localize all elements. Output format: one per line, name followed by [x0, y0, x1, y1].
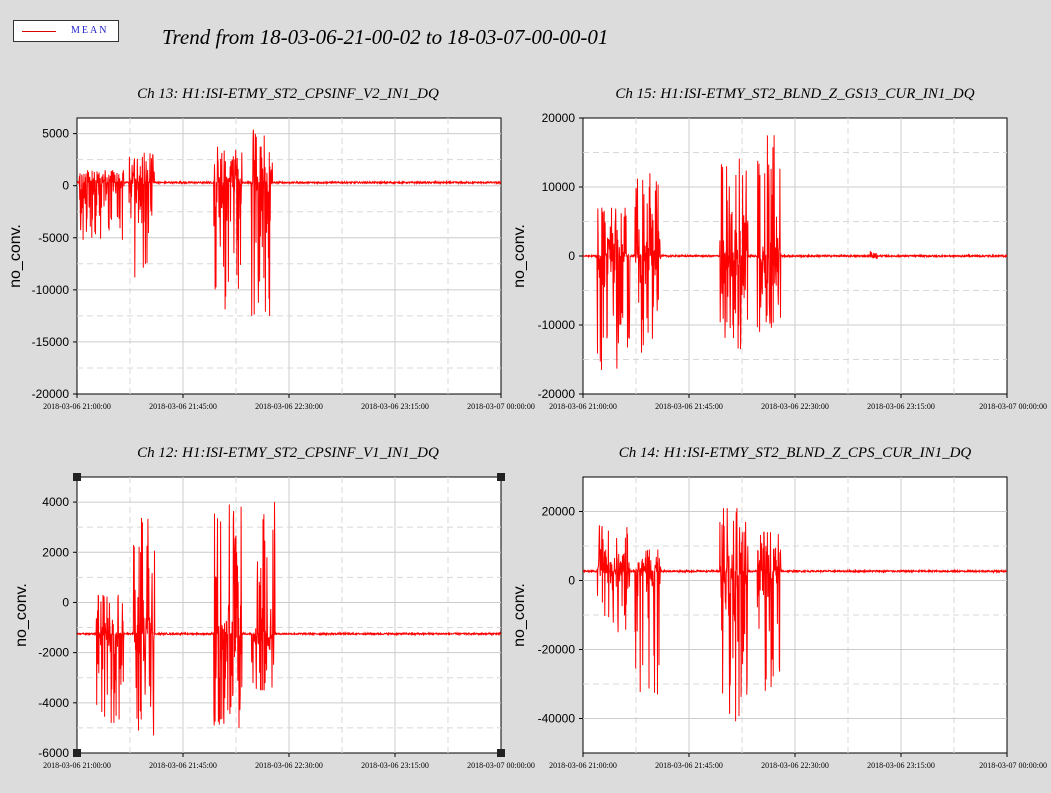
legend-box: MEAN [13, 20, 119, 42]
legend-swatch [22, 31, 56, 32]
y-tick-label: -6000 [38, 746, 69, 760]
chart-title: Ch 14: H1:ISI-ETMY_ST2_BLND_Z_CPS_CUR_IN… [619, 445, 972, 461]
x-tick-label: 2018-03-06 21:45:00 [149, 761, 217, 770]
series-line-mean [77, 129, 501, 316]
selection-handle [497, 473, 505, 481]
y-axis-label: no_conv. [511, 224, 528, 288]
x-tick-label: 2018-03-06 21:00:00 [43, 402, 111, 411]
x-tick-label: 2018-03-06 22:30:00 [761, 402, 829, 411]
series-line-mean [583, 135, 1007, 370]
x-tick-label: 2018-03-06 22:30:00 [255, 402, 323, 411]
series-line-mean [77, 502, 501, 736]
chart-title: Ch 13: H1:ISI-ETMY_ST2_CPSINF_V2_IN1_DQ [137, 86, 439, 102]
y-tick-label: -10000 [538, 318, 576, 332]
y-tick-label: 10000 [542, 180, 576, 194]
y-tick-label: 20000 [542, 111, 576, 125]
x-tick-label: 2018-03-06 21:00:00 [549, 402, 617, 411]
x-tick-label: 2018-03-07 00:00:00 [467, 761, 535, 770]
selection-handle [73, 749, 81, 757]
x-tick-label: 2018-03-06 22:30:00 [255, 761, 323, 770]
x-tick-label: 2018-03-06 21:45:00 [149, 402, 217, 411]
chart-title: Ch 12: H1:ISI-ETMY_ST2_CPSINF_V1_IN1_DQ [137, 445, 439, 461]
x-tick-label: 2018-03-06 21:45:00 [655, 761, 723, 770]
y-tick-label: -5000 [38, 231, 69, 245]
x-tick-label: 2018-03-06 22:30:00 [761, 761, 829, 770]
y-tick-label: -40000 [538, 712, 576, 726]
series-line-mean [583, 508, 1007, 722]
y-tick-label: -15000 [32, 335, 70, 349]
y-axis-label: no_conv. [7, 224, 24, 288]
x-tick-label: 2018-03-06 23:15:00 [867, 402, 935, 411]
y-tick-label: -4000 [38, 696, 69, 710]
y-tick-label: 20000 [542, 505, 576, 519]
x-tick-label: 2018-03-06 23:15:00 [867, 761, 935, 770]
x-tick-label: 2018-03-06 21:00:00 [43, 761, 111, 770]
y-tick-label: 0 [568, 249, 575, 263]
x-tick-label: 2018-03-07 00:00:00 [467, 402, 535, 411]
y-tick-label: -10000 [32, 283, 70, 297]
y-axis-label: no_conv. [511, 583, 528, 647]
selection-handle [497, 749, 505, 757]
x-tick-label: 2018-03-06 21:00:00 [549, 761, 617, 770]
y-tick-label: 4000 [42, 495, 69, 509]
y-tick-label: 2000 [42, 545, 69, 559]
y-tick-label: 5000 [42, 127, 69, 141]
y-tick-label: -2000 [38, 646, 69, 660]
chart-panel-4: 20000 0 -20000 -40000 2018-03-06 21:00:00 201… [511, 445, 1047, 770]
x-tick-label: 2018-03-06 23:15:00 [361, 761, 429, 770]
y-tick-label: -20000 [538, 387, 576, 401]
legend-label: MEAN [71, 25, 109, 36]
y-tick-label: 0 [62, 595, 69, 609]
selection-handle [73, 473, 81, 481]
y-axis-label: no_conv. [13, 583, 30, 647]
x-tick-label: 2018-03-07 00:00:00 [979, 761, 1047, 770]
page-title: Trend from 18-03-06-21-00-02 to 18-03-07… [162, 25, 609, 49]
x-tick-label: 2018-03-06 23:15:00 [361, 402, 429, 411]
y-tick-label: -20000 [538, 643, 576, 657]
chart-title: Ch 15: H1:ISI-ETMY_ST2_BLND_Z_GS13_CUR_I… [615, 86, 974, 102]
x-tick-label: 2018-03-07 00:00:00 [979, 402, 1047, 411]
y-tick-label: 0 [568, 574, 575, 588]
x-tick-label: 2018-03-06 21:45:00 [655, 402, 723, 411]
y-tick-label: -20000 [32, 387, 70, 401]
y-tick-label: 0 [62, 179, 69, 193]
